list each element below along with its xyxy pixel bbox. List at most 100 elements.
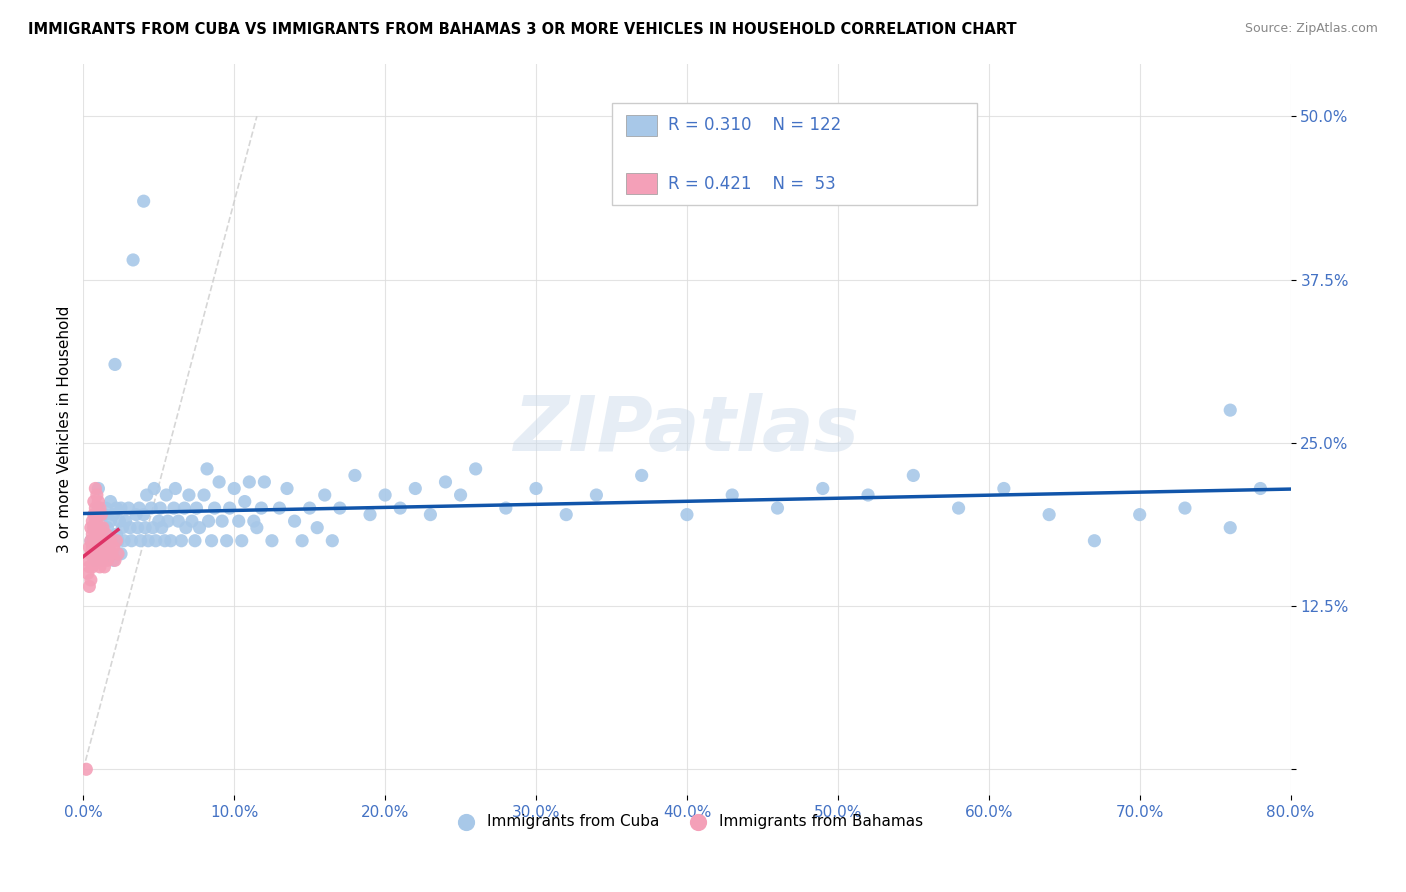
Point [298,501,321,516]
Point [721,488,744,502]
Point [84,527,107,541]
Point [108,514,131,528]
Point [79,579,101,593]
Point [100,494,122,508]
Point [231,533,253,548]
Point [1219,403,1241,417]
Point [120,521,142,535]
Text: IMMIGRANTS FROM CUBA VS IMMIGRANTS FROM BAHAMAS 3 OR MORE VEHICLES IN HOUSEHOLD : IMMIGRANTS FROM CUBA VS IMMIGRANTS FROM … [28,22,1017,37]
Point [188,521,211,535]
Point [110,547,132,561]
Point [100,514,122,528]
Point [90,533,112,548]
Point [94,527,117,541]
Point [84,514,107,528]
Point [208,475,231,489]
Text: ZIPatlas: ZIPatlas [515,392,860,467]
Point [224,482,246,496]
Point [89,559,111,574]
Point [228,514,250,528]
Point [177,488,200,502]
Point [86,541,108,555]
Point [253,475,276,489]
Point [105,527,128,541]
Point [343,468,366,483]
Point [811,482,834,496]
Point [82,514,104,528]
Point [86,508,108,522]
Point [96,521,118,535]
Point [89,521,111,535]
Point [104,358,127,372]
Point [93,559,115,574]
Point [555,508,578,522]
Point [193,488,215,502]
Point [91,553,114,567]
Point [260,533,283,548]
Point [122,252,145,267]
Point [129,533,152,548]
Point [104,553,127,567]
Point [110,501,132,516]
Point [93,533,115,548]
Point [87,494,110,508]
Point [121,533,143,548]
Point [84,501,107,516]
Point [80,533,103,548]
Point [142,521,165,535]
Point [993,482,1015,496]
Point [132,194,155,209]
Point [135,488,157,502]
Point [93,508,115,522]
Point [87,508,110,522]
Point [204,501,226,516]
Point [159,533,181,548]
Point [76,566,98,581]
Point [134,521,156,535]
Point [1219,521,1241,535]
Point [630,468,652,483]
Point [83,553,105,567]
Point [83,521,105,535]
Point [434,475,457,489]
Point [132,508,155,522]
Point [80,547,103,561]
Point [314,488,336,502]
Point [233,494,256,508]
Point [165,482,187,496]
Point [103,553,125,567]
Point [246,521,269,535]
Point [114,514,136,528]
Point [1249,482,1271,496]
Point [1129,508,1152,522]
Point [82,541,104,555]
Point [218,501,240,516]
Point [329,501,352,516]
Point [107,533,129,548]
Point [766,501,789,516]
Point [103,508,125,522]
Point [79,559,101,574]
Point [82,559,104,574]
Point [96,553,118,567]
Point [84,553,107,567]
Point [97,541,120,555]
Point [83,521,105,535]
Point [80,521,103,535]
Point [86,521,108,535]
Point [145,533,167,548]
Point [170,533,193,548]
Point [186,501,208,516]
Point [90,527,112,541]
Point [148,514,170,528]
Point [86,514,108,528]
Point [87,553,110,567]
Point [321,533,343,548]
Point [117,501,139,516]
Point [103,541,125,555]
Point [83,494,105,508]
Point [1038,508,1060,522]
Point [94,547,117,561]
Point [125,508,148,522]
Point [87,533,110,548]
